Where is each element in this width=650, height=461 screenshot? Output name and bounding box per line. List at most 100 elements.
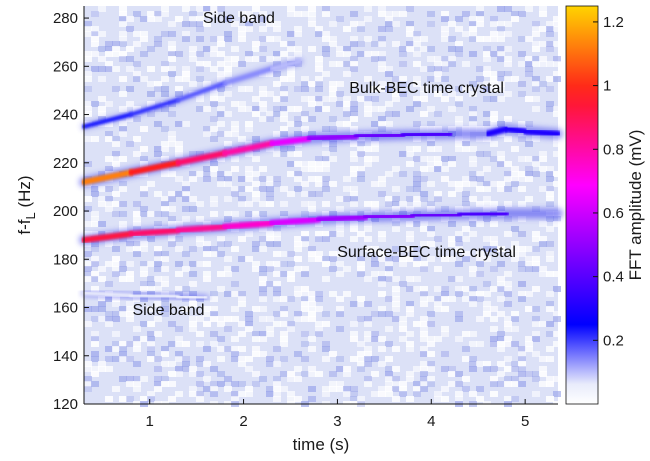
noise-cell [371, 391, 379, 397]
noise-cell [490, 391, 498, 397]
noise-cell [203, 321, 211, 327]
noise-cell [357, 166, 365, 172]
noise-cell [322, 256, 330, 262]
noise-cell [350, 331, 358, 337]
noise-cell [357, 41, 365, 47]
noise-cell [168, 71, 176, 77]
noise-cell [294, 31, 302, 37]
noise-cell [420, 366, 428, 372]
noise-cell [161, 306, 169, 312]
noise-cell [504, 6, 512, 12]
noise-cell [91, 331, 99, 337]
noise-cell [462, 201, 470, 207]
noise-cell [399, 381, 407, 387]
noise-cell [217, 371, 225, 377]
noise-cell [126, 301, 134, 307]
noise-cell [357, 351, 365, 357]
noise-cell [168, 171, 176, 177]
noise-cell [105, 51, 113, 57]
noise-cell [497, 161, 505, 167]
noise-cell [280, 91, 288, 97]
noise-cell [315, 326, 323, 332]
noise-cell [420, 126, 428, 132]
noise-cell [231, 336, 239, 342]
noise-cell [231, 126, 239, 132]
noise-cell [497, 361, 505, 367]
noise-cell [203, 131, 211, 137]
noise-cell [175, 176, 183, 182]
band-segment [400, 130, 454, 139]
noise-cell [385, 86, 393, 92]
noise-cell [175, 141, 183, 147]
noise-cell [350, 56, 358, 62]
noise-cell [448, 56, 456, 62]
noise-cell [462, 61, 470, 67]
noise-cell [280, 306, 288, 312]
noise-cell [126, 26, 134, 32]
noise-cell [336, 296, 344, 302]
noise-cell [189, 316, 197, 322]
noise-cell [91, 101, 99, 107]
noise-cell [210, 51, 218, 57]
noise-cell [392, 306, 400, 312]
noise-cell [91, 366, 99, 372]
noise-cell [210, 6, 218, 12]
noise-cell [539, 81, 547, 87]
noise-cell [315, 236, 323, 242]
noise-cell [532, 231, 540, 237]
noise-cell [203, 126, 211, 132]
noise-cell [441, 326, 449, 332]
noise-cell [511, 316, 519, 322]
noise-cell [231, 156, 239, 162]
noise-cell [406, 276, 414, 282]
noise-cell [112, 66, 120, 72]
noise-cell [420, 326, 428, 332]
noise-cell [427, 321, 435, 327]
noise-cell [378, 361, 386, 367]
noise-cell [504, 176, 512, 182]
noise-cell [161, 146, 169, 152]
noise-cell [91, 191, 99, 197]
noise-cell [84, 161, 92, 167]
noise-cell [427, 336, 435, 342]
noise-cell [147, 391, 155, 397]
noise-cell [175, 261, 183, 267]
noise-cell [385, 271, 393, 277]
noise-cell [504, 291, 512, 297]
noise-cell [504, 46, 512, 52]
noise-cell [518, 251, 526, 257]
noise-cell [483, 71, 491, 77]
noise-cell [133, 336, 141, 342]
noise-cell [182, 76, 190, 82]
noise-cell [98, 106, 106, 112]
noise-cell [476, 21, 484, 27]
noise-cell [490, 201, 498, 207]
noise-cell [469, 26, 477, 32]
noise-cell [525, 371, 533, 377]
noise-cell [441, 351, 449, 357]
noise-cell [399, 391, 407, 397]
noise-cell [378, 121, 386, 127]
noise-cell [224, 386, 232, 392]
noise-cell [483, 196, 491, 202]
noise-cell [371, 86, 379, 92]
noise-cell [203, 166, 211, 172]
noise-cell [133, 71, 141, 77]
noise-cell [525, 256, 533, 262]
noise-cell [126, 46, 134, 52]
noise-cell [105, 296, 113, 302]
noise-cell [322, 201, 330, 207]
noise-cell [126, 376, 134, 382]
noise-cell [105, 121, 113, 127]
noise-cell [539, 371, 547, 377]
band-segment [222, 66, 274, 86]
noise-cell [98, 6, 106, 12]
noise-cell [140, 281, 148, 287]
noise-cell [287, 161, 295, 167]
noise-cell [203, 171, 211, 177]
noise-cell [175, 246, 183, 252]
noise-cell [287, 171, 295, 177]
noise-cell [406, 246, 414, 252]
noise-cell [84, 381, 92, 387]
noise-cell [448, 46, 456, 52]
